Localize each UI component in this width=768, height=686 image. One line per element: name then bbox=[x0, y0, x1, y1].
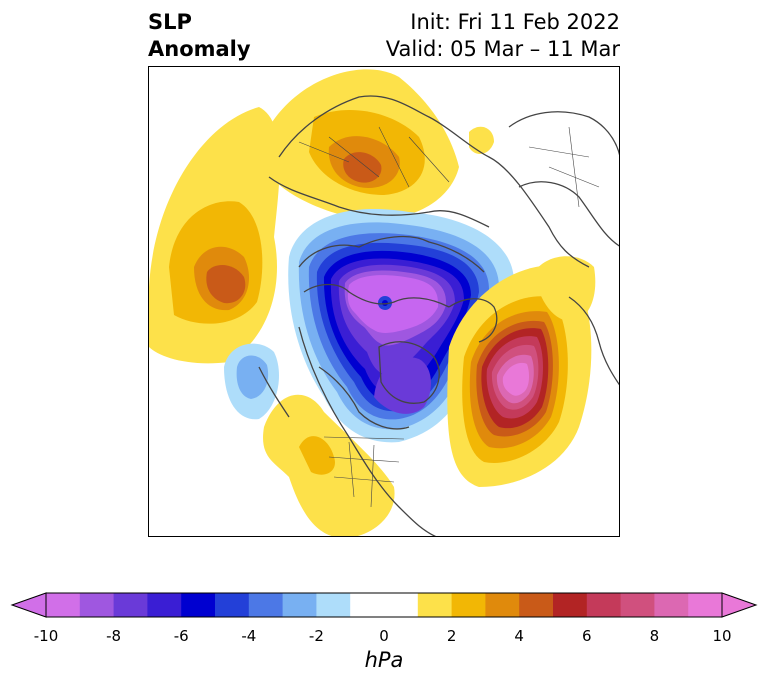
init-date: Init: Fri 11 Feb 2022 bbox=[410, 10, 620, 34]
title-line-slp: SLP bbox=[148, 10, 192, 34]
pacific-high-anomaly bbox=[149, 107, 280, 364]
pacific-low-anomaly bbox=[224, 343, 279, 420]
colorbar-tick-label: -8 bbox=[106, 627, 122, 645]
colorbar-tick-label: 10 bbox=[712, 627, 732, 645]
colorbar-cell bbox=[215, 593, 250, 617]
borders bbox=[298, 126, 600, 508]
colorbar-cell bbox=[147, 593, 182, 617]
colorbar-cell bbox=[46, 593, 81, 617]
colorbar-cell bbox=[181, 593, 216, 617]
colorbar-cell bbox=[79, 593, 115, 617]
map-canvas bbox=[149, 69, 619, 536]
title-line-anomaly: Anomaly bbox=[148, 37, 251, 61]
forecast-dates: Init: Fri 11 Feb 2022 Valid: 05 Mar – 11… bbox=[386, 9, 620, 63]
colorbar-cell bbox=[282, 593, 317, 617]
colorbar-tick-label: 4 bbox=[514, 627, 524, 645]
colorbar-tick-label: -4 bbox=[241, 627, 257, 645]
colorbar-min-extend bbox=[10, 592, 47, 618]
colorbar-tick-label: -10 bbox=[33, 627, 59, 645]
colorbar-tick-label: 8 bbox=[649, 627, 660, 645]
colorbar-max-extend bbox=[721, 592, 758, 618]
colorbar-cell bbox=[384, 593, 419, 617]
north-america-high-anomaly bbox=[263, 394, 395, 536]
colorbar-tick-label: 2 bbox=[446, 627, 457, 645]
colorbar-tick-label: -2 bbox=[308, 627, 324, 645]
colorbar-cell bbox=[654, 593, 689, 617]
anomaly-map bbox=[148, 66, 620, 537]
coastlines bbox=[258, 95, 619, 536]
colorbar-cell bbox=[316, 593, 351, 617]
colorbar-cell bbox=[113, 593, 148, 617]
valid-range: Valid: 05 Mar – 11 Mar bbox=[385, 37, 620, 61]
colorbar-cell bbox=[451, 593, 486, 617]
map-title: SLP Anomaly bbox=[148, 9, 251, 63]
colorbar-unit: hPa bbox=[364, 648, 404, 672]
colorbar-cell bbox=[586, 593, 622, 617]
colorbar-tick-label: 6 bbox=[582, 627, 592, 645]
colorbar-cell bbox=[485, 593, 520, 617]
colorbar-cell bbox=[553, 593, 588, 617]
colorbar-tick-label: -6 bbox=[173, 627, 189, 645]
colorbar-cell bbox=[417, 593, 453, 617]
colorbar-cell bbox=[688, 593, 723, 617]
colorbar-cell bbox=[620, 593, 655, 617]
atlantic-high-anomaly bbox=[447, 265, 592, 487]
colorbar-cell bbox=[248, 593, 284, 617]
colorbar-tick-label: 0 bbox=[379, 627, 389, 645]
colorbar bbox=[10, 592, 758, 618]
colorbar-cell bbox=[350, 593, 385, 617]
colorbar-cell bbox=[519, 593, 554, 617]
